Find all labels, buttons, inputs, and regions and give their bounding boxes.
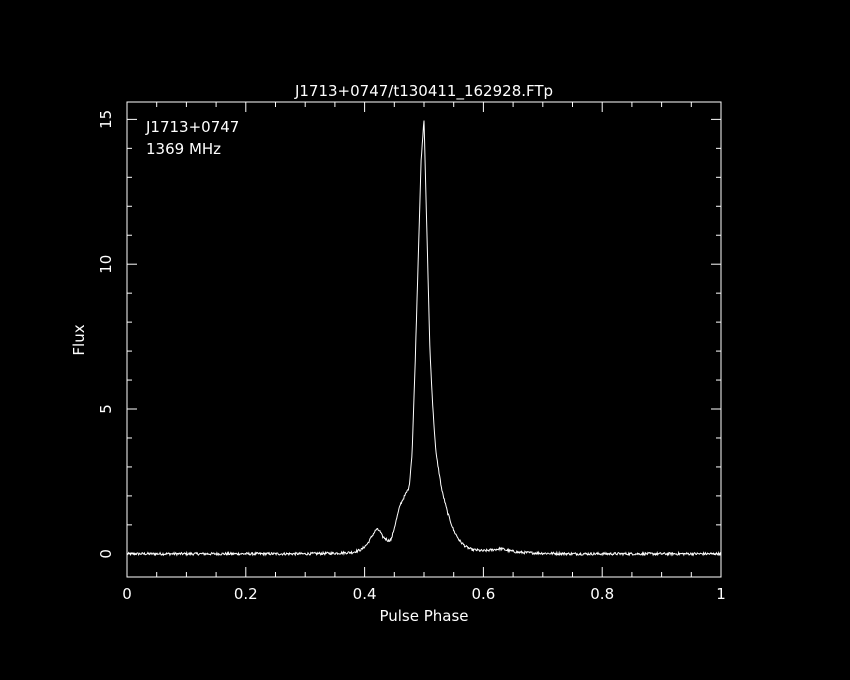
annotation-source: J1713+0747 [145, 118, 239, 136]
y-tick-label: 15 [97, 110, 115, 129]
x-tick-label: 0.2 [234, 585, 258, 603]
annotation-frequency: 1369 MHz [146, 140, 221, 158]
x-axis-label: Pulse Phase [379, 607, 468, 625]
y-tick-label: 5 [97, 404, 115, 414]
y-tick-label: 10 [97, 255, 115, 274]
y-tick-label: 0 [97, 549, 115, 559]
x-tick-label: 0.6 [471, 585, 495, 603]
chart-title: J1713+0747/t130411_162928.FTp [294, 82, 553, 101]
x-tick-label: 0.8 [590, 585, 614, 603]
axis-ticks [126, 102, 722, 577]
pulse-profile-line [126, 120, 722, 557]
y-axis-label: Flux [70, 324, 88, 355]
x-tick-label: 0.4 [353, 585, 377, 603]
x-tick-label: 1 [716, 585, 726, 603]
x-tick-label: 0 [122, 585, 132, 603]
